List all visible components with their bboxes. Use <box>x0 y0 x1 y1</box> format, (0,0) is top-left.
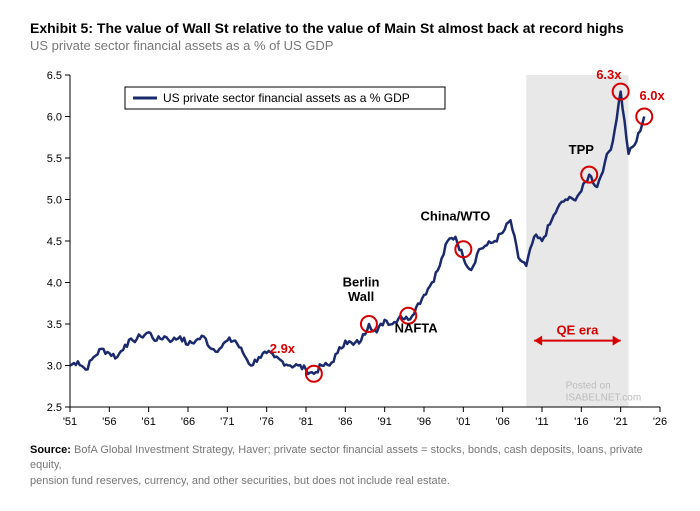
x-tick-label: '56 <box>102 416 116 428</box>
y-tick-label: 6.0 <box>47 112 62 124</box>
x-tick-label: '26 <box>653 416 667 428</box>
y-tick-label: 3.0 <box>47 361 62 373</box>
x-tick-label: '61 <box>141 416 155 428</box>
source-text-1: BofA Global Investment Strategy, Haver; … <box>30 444 643 471</box>
chart-svg: 2.5 3.0 3.5 4.0 4.5 5.0 5.5 6.0 6.5 '51 '56 '61 '66 '… <box>30 65 670 435</box>
y-tick-label: 5.0 <box>47 195 62 207</box>
watermark-line2: ISABELNET.com <box>566 393 642 404</box>
annotation-label: 6.3x <box>596 67 622 82</box>
x-tick-label: '96 <box>417 416 431 428</box>
y-tick-label: 4.0 <box>47 278 62 290</box>
x-tick-label: '01 <box>456 416 470 428</box>
y-tick-label: 5.5 <box>47 153 62 165</box>
y-tick-label: 2.5 <box>47 402 62 414</box>
annotation-label: China/WTO <box>421 208 491 223</box>
x-tick-label: '16 <box>574 416 588 428</box>
annotation-label: TPP <box>569 142 595 157</box>
legend-label: US private sector financial assets as a … <box>163 91 410 105</box>
annotation-label: Wall <box>348 289 374 304</box>
source-label: Source: <box>30 444 71 456</box>
annotation-label: NAFTA <box>395 320 439 335</box>
x-tick-label: '51 <box>63 416 77 428</box>
x-tick-label: '66 <box>181 416 195 428</box>
chart-source: Source: BofA Global Investment Strategy,… <box>30 443 670 489</box>
x-tick-label: '11 <box>535 416 549 428</box>
x-tick-label: '21 <box>613 416 627 428</box>
chart-title: Exhibit 5: The value of Wall St relative… <box>30 20 670 36</box>
qe-arrow-label: QE era <box>556 323 599 338</box>
annotation-label: 6.0x <box>639 88 665 103</box>
annotation-label: Berlin <box>343 275 380 290</box>
chart-container: 2.5 3.0 3.5 4.0 4.5 5.0 5.5 6.0 6.5 '51 '56 '61 '66 '… <box>30 65 670 435</box>
x-tick-label: '06 <box>495 416 509 428</box>
annotation-label: 2.9x <box>270 341 296 356</box>
x-tick-label: '71 <box>220 416 234 428</box>
x-tick-label: '91 <box>377 416 391 428</box>
x-tick-label: '81 <box>299 416 313 428</box>
x-tick-label: '86 <box>338 416 352 428</box>
chart-subtitle: US private sector financial assets as a … <box>30 38 670 53</box>
y-tick-label: 4.5 <box>47 236 62 248</box>
y-tick-label: 3.5 <box>47 319 62 331</box>
source-text-2: pension fund reserves, currency, and oth… <box>30 475 450 487</box>
x-tick-label: '76 <box>259 416 273 428</box>
y-tick-label: 6.5 <box>47 70 62 82</box>
watermark-line1: Posted on <box>566 381 611 392</box>
